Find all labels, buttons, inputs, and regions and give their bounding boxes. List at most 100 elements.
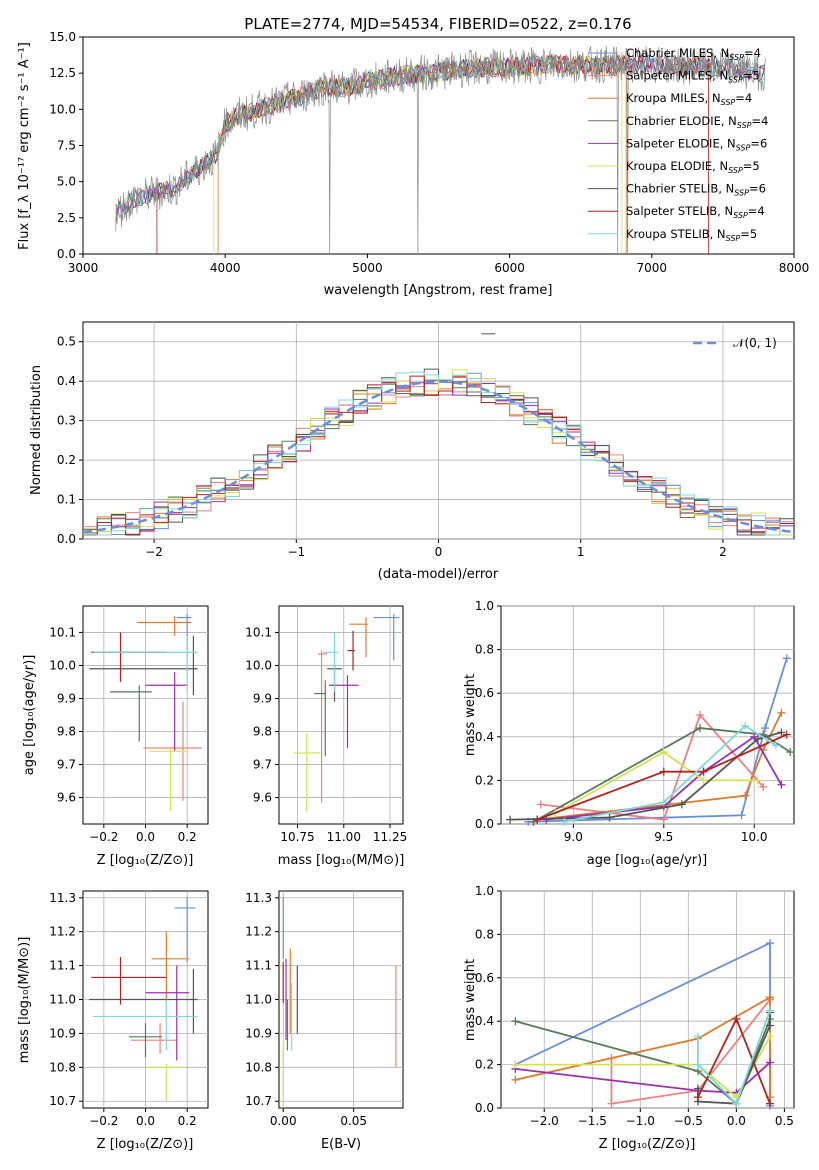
weight-marker xyxy=(659,767,668,776)
normal-curve xyxy=(82,380,795,534)
legend-subscript: SSP xyxy=(734,189,749,198)
x-tick-label: 0.5 xyxy=(775,1114,794,1128)
y-tick-label: 9.9 xyxy=(253,691,272,705)
weight-marker xyxy=(777,708,786,717)
weight-vs-age-ylabel: mass weight xyxy=(463,674,478,756)
x-tick-label: 0.2 xyxy=(178,830,197,844)
mass-vs-z-panel: Z [log₁₀(Z/Z⊙)] mass [log₁₀(M/M⊙)] −0.2 0… xyxy=(17,890,209,1152)
y-tick-label: 10.0 xyxy=(49,658,76,672)
weight-series-line xyxy=(515,995,771,1098)
x-tick-label: 0.2 xyxy=(178,1114,197,1128)
legend-label: Salpeter STELIB, NSSP=4 xyxy=(626,204,765,220)
x-tick-label: 8000 xyxy=(779,261,810,275)
y-tick-label: 12.5 xyxy=(49,66,76,80)
weight-marker xyxy=(765,1006,774,1015)
x-tick-label: 9.0 xyxy=(564,830,583,844)
y-tick-label: 0.6 xyxy=(475,686,494,700)
mass-vs-z-plot: −0.2 0.0 0.2 10.7 10.8 10.9 11.0 11.1 11.2 11.3 xyxy=(49,891,208,1128)
model-spectrum-line xyxy=(156,54,710,255)
spectrum-x-ticks: 3000 4000 5000 6000 7000 8000 xyxy=(68,254,810,275)
age-vs-z-plot: −0.2 0.0 0.2 9.6 9.7 9.8 9.9 10.0 10.1 xyxy=(49,606,208,844)
y-tick-label: 0.5 xyxy=(57,335,76,349)
x-tick-label: −1 xyxy=(287,545,305,559)
weight-marker xyxy=(777,728,786,737)
y-tick-label: 9.6 xyxy=(57,791,76,805)
residuals-xlabel: (data-model)/error xyxy=(378,567,499,582)
weight-marker xyxy=(765,1099,774,1108)
x-tick-label: 10.0 xyxy=(741,830,768,844)
y-tick-label: 0.1 xyxy=(57,493,76,507)
x-tick-label: 0.05 xyxy=(340,1114,367,1128)
spectrum-lines xyxy=(115,45,766,255)
weight-marker xyxy=(533,815,542,824)
x-tick-label: 11.25 xyxy=(373,830,407,844)
legend-label: Kroupa ELODIE, NSSP=5 xyxy=(626,159,760,175)
y-tick-label: 0.0 xyxy=(57,247,76,261)
y-tick-label: 0.0 xyxy=(57,532,76,546)
weight-marker xyxy=(737,811,746,820)
x-tick-label: 1 xyxy=(577,545,585,559)
x-tick-label: −0.2 xyxy=(89,830,118,844)
weight-series-line xyxy=(537,712,783,821)
weight-marker xyxy=(765,993,774,1002)
weight-marker xyxy=(753,776,762,785)
y-tick-label: 5.0 xyxy=(57,175,76,189)
y-tick-label: 11.0 xyxy=(245,993,272,1007)
y-tick-label: 9.9 xyxy=(57,691,76,705)
y-tick-label: 0.2 xyxy=(57,453,76,467)
figure-title: PLATE=2774, MJD=54534, FIBERID=0522, z=0… xyxy=(244,15,631,33)
weight-marker xyxy=(782,654,791,663)
weight-vs-z-plot: −2.0 −1.5 −1.0 −0.5 0.0 0.5 0.0 0.2 0.4 0.6 0.8 1.0 xyxy=(475,884,794,1128)
y-tick-label: 11.2 xyxy=(49,925,76,939)
y-tick-label: 9.8 xyxy=(57,725,76,739)
weight-marker xyxy=(693,1032,702,1041)
legend-value: =5 xyxy=(743,159,760,173)
weight-vs-age-plot: 9.0 9.5 10.0 0.0 0.2 0.4 0.6 0.8 1.0 xyxy=(475,599,795,844)
legend-label: Chabrier MILES, NSSP=4 xyxy=(626,46,761,62)
legend-label: Salpeter MILES, NSSP=5 xyxy=(626,69,760,85)
weight-marker xyxy=(506,815,515,824)
spectrum-legend: Chabrier MILES, NSSP=4 Salpeter MILES, NS… xyxy=(588,46,768,243)
y-tick-label: 10.7 xyxy=(49,1094,76,1108)
residuals-ylabel: Normed distribution xyxy=(29,365,44,495)
weight-marker xyxy=(695,711,704,719)
weight-marker xyxy=(741,791,750,800)
y-tick-label: 9.8 xyxy=(253,725,272,739)
x-tick-label: 0.0 xyxy=(727,1114,746,1128)
x-tick-label: −0.5 xyxy=(674,1114,703,1128)
weight-vs-age-panel: age [log₁₀(age/yr)] mass weight 9.0 9.5 10… xyxy=(463,599,795,868)
weight-marker xyxy=(693,1093,702,1102)
residuals-panel: (data-model)/error Normed distribution −… xyxy=(29,321,795,582)
y-tick-label: 0.4 xyxy=(475,1014,494,1028)
y-tick-label: 0.4 xyxy=(475,730,494,744)
spectrum-ylabel: Flux [f_λ 10⁻¹⁷ erg cm⁻² s⁻¹ A⁻¹] xyxy=(17,42,32,250)
weight-marker xyxy=(761,724,770,733)
weight-marker xyxy=(511,1060,520,1069)
weight-series-line xyxy=(515,1061,771,1094)
y-tick-label: 1.0 xyxy=(475,884,494,898)
legend-value: =5 xyxy=(740,227,757,241)
y-tick-label: 10.9 xyxy=(245,1026,272,1040)
weight-marker xyxy=(511,1017,520,1026)
y-tick-label: 10.7 xyxy=(245,1094,272,1108)
residual-histogram xyxy=(83,375,794,536)
weight-marker xyxy=(732,1015,741,1024)
y-tick-label: 7.5 xyxy=(57,139,76,153)
model-spectrum-line xyxy=(217,54,627,255)
y-tick-label: 15.0 xyxy=(49,30,76,44)
legend-subscript: SSP xyxy=(733,211,748,220)
x-tick-label: 7000 xyxy=(637,261,668,275)
weight-vs-age-frame xyxy=(500,605,795,825)
y-tick-label: 1.0 xyxy=(475,599,494,613)
y-tick-label: 10.8 xyxy=(49,1060,76,1074)
age-vs-mass-frame xyxy=(278,605,404,825)
weight-vs-z-ylabel: mass weight xyxy=(463,959,478,1041)
weight-marker xyxy=(560,817,569,826)
weight-marker xyxy=(765,1058,774,1067)
legend-value: =4 xyxy=(735,91,752,105)
weight-marker xyxy=(771,741,780,750)
y-tick-label: 9.7 xyxy=(57,758,76,772)
weight-marker xyxy=(677,800,686,809)
weight-marker xyxy=(782,730,791,739)
weight-series-line xyxy=(610,998,771,1105)
